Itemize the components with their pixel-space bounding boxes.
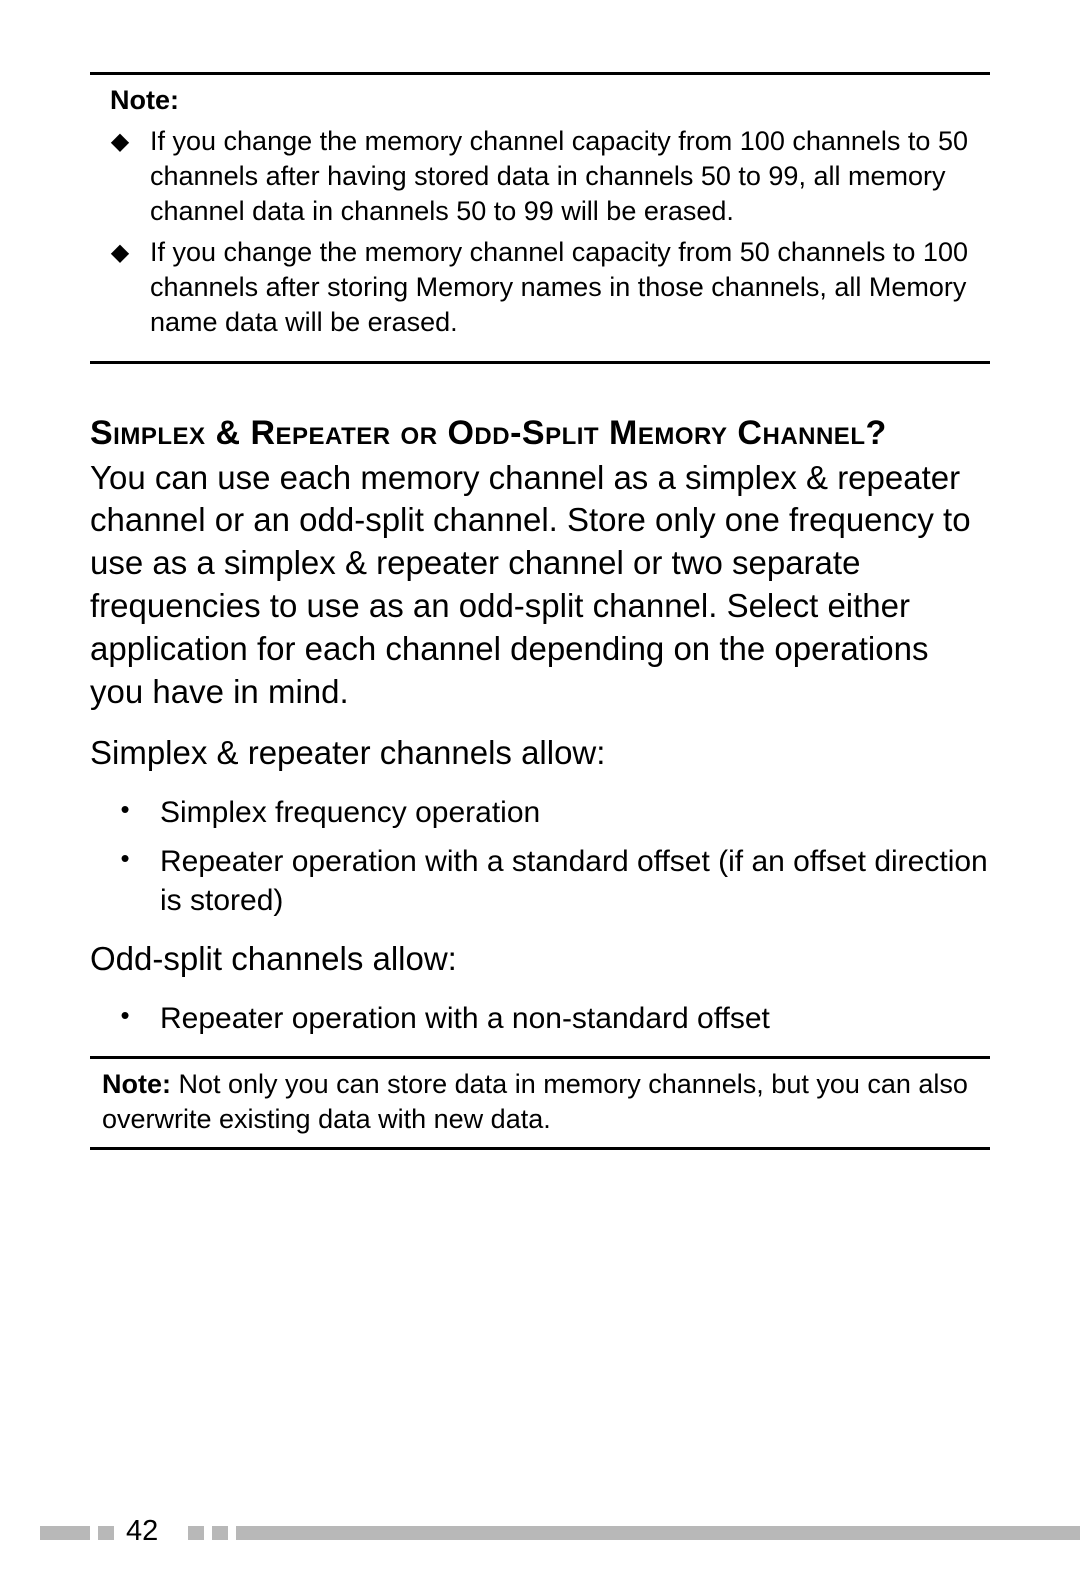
note-text: If you change the memory channel capacit…: [150, 124, 990, 229]
page-footer: 42: [0, 1523, 1080, 1543]
section-heading: Simplex & Repeater or Odd-Split Memory C…: [90, 414, 990, 453]
note-inner: Note: Not only you can store data in mem…: [90, 1067, 990, 1137]
note-box-2: Note: Not only you can store data in mem…: [90, 1056, 990, 1150]
footer-bar: [40, 1526, 90, 1540]
body-paragraph-1: You can use each memory channel as a sim…: [90, 457, 990, 714]
list-item: • Repeater operation with a non-standard…: [90, 999, 990, 1038]
bullet-list-2: • Repeater operation with a non-standard…: [90, 999, 990, 1038]
bullet-icon: •: [90, 842, 160, 920]
body-paragraph-2: Simplex & repeater channels allow:: [90, 732, 990, 775]
note-text-2: Not only you can store data in memory ch…: [102, 1069, 968, 1134]
list-text: Simplex frequency operation: [160, 793, 540, 832]
bullet-icon: •: [90, 793, 160, 832]
diamond-icon: ◆: [90, 235, 150, 340]
bullet-icon: •: [90, 999, 160, 1038]
document-page: Note: ◆ If you change the memory channel…: [0, 72, 1080, 1595]
note-item: ◆ If you change the memory channel capac…: [90, 124, 990, 229]
list-text: Repeater operation with a non-standard o…: [160, 999, 770, 1038]
note-list-1: ◆ If you change the memory channel capac…: [90, 124, 990, 341]
page-number: 42: [126, 1515, 158, 1548]
footer-bar: [98, 1526, 114, 1540]
footer-bar: [236, 1526, 1080, 1540]
footer-bar: [212, 1526, 228, 1540]
note-text: If you change the memory channel capacit…: [150, 235, 990, 340]
note-item: ◆ If you change the memory channel capac…: [90, 235, 990, 340]
note-box-1: Note: ◆ If you change the memory channel…: [90, 72, 990, 364]
footer-bar: [188, 1526, 204, 1540]
bullet-list-1: • Simplex frequency operation • Repeater…: [90, 793, 990, 920]
list-text: Repeater operation with a standard offse…: [160, 842, 990, 920]
note-label-2: Note:: [102, 1069, 171, 1099]
note-label: Note:: [110, 85, 990, 116]
body-paragraph-3: Odd-split channels allow:: [90, 938, 990, 981]
list-item: • Repeater operation with a standard off…: [90, 842, 990, 920]
list-item: • Simplex frequency operation: [90, 793, 990, 832]
diamond-icon: ◆: [90, 124, 150, 229]
